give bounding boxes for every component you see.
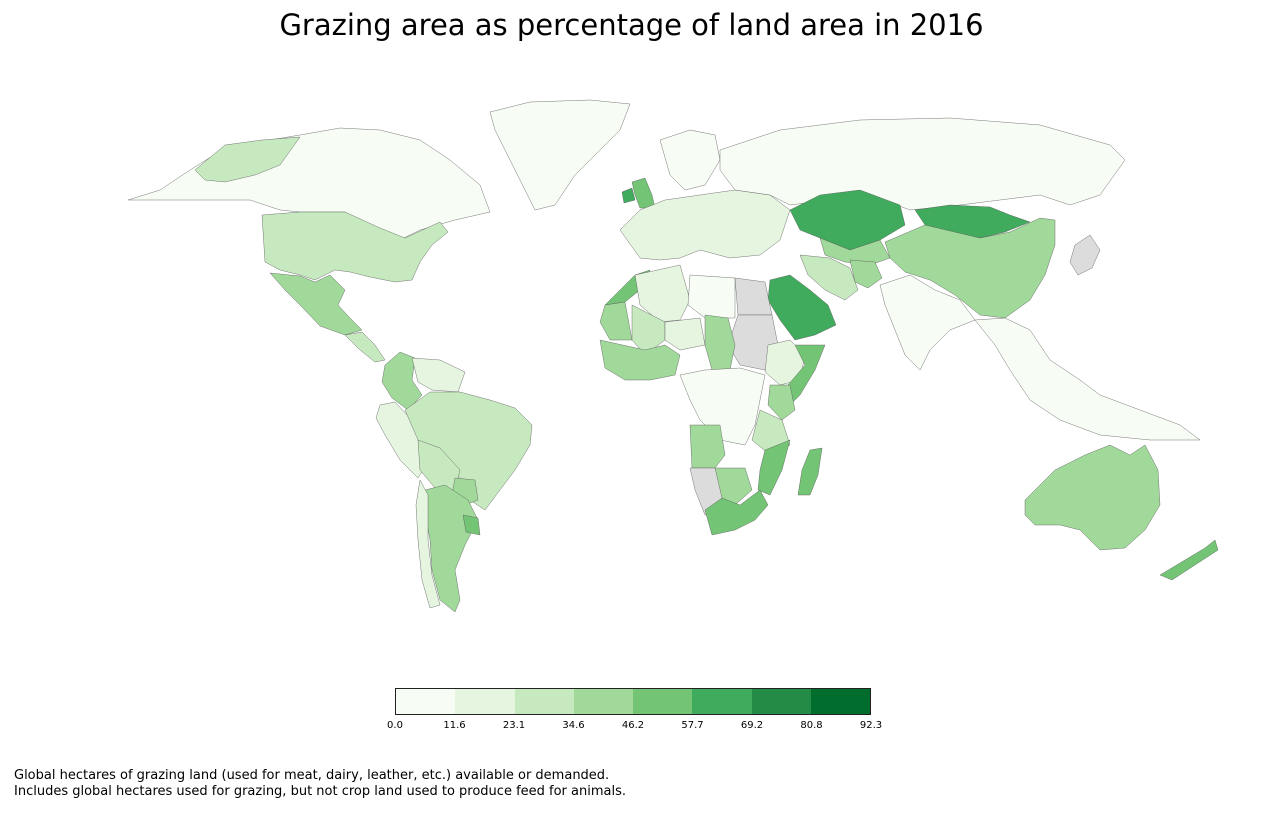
caption-line-1: Global hectares of grazing land (used fo… <box>14 768 610 783</box>
region-australia <box>1024 444 1161 551</box>
region-central-asia <box>819 237 891 266</box>
legend-tick: 57.7 <box>681 720 704 731</box>
region-europe <box>619 189 791 261</box>
region-india <box>879 274 976 371</box>
legend-tick: 23.1 <box>502 720 526 731</box>
legend-swatch-1 <box>455 689 515 714</box>
region-united-kingdom <box>631 177 656 209</box>
region-uruguay <box>462 514 481 536</box>
region-mozambique <box>757 439 791 496</box>
region-west-africa <box>599 339 681 381</box>
region-kenya <box>767 384 796 421</box>
legend-tick: 0.0 <box>387 720 403 731</box>
region-saudi-arabia <box>767 274 837 341</box>
region-botswana <box>714 467 753 506</box>
legend-swatch-5 <box>692 689 752 714</box>
legend-tick: 46.2 <box>621 720 645 731</box>
legend-tick: 92.3 <box>859 720 883 731</box>
legend-tick: 69.2 <box>740 720 764 731</box>
region-china <box>884 217 1056 319</box>
region-angola <box>689 424 726 469</box>
region-united-states <box>261 211 449 283</box>
world-map <box>127 99 1219 613</box>
region-mauritania <box>599 301 633 341</box>
region-kazakhstan <box>789 189 906 251</box>
region-mexico <box>269 272 363 336</box>
region-egypt <box>734 277 773 316</box>
legend-tick: 34.6 <box>562 720 585 731</box>
region-russia <box>719 117 1126 211</box>
legend-swatch-3 <box>573 689 633 714</box>
region-iran <box>799 254 859 301</box>
map-title: Grazing area as percentage of land area … <box>279 8 984 42</box>
region-south-africa <box>704 489 769 536</box>
color-legend <box>395 688 871 715</box>
region-ireland <box>621 187 636 204</box>
region-libya <box>687 274 736 319</box>
legend-swatch-2 <box>514 689 574 714</box>
region-japan <box>1069 234 1101 276</box>
region-afghanistan <box>849 259 883 289</box>
legend-tick: 11.6 <box>443 720 466 731</box>
region-chile <box>415 479 441 609</box>
caption-line-2: Includes global hectares used for grazin… <box>14 784 627 799</box>
region-central-america <box>344 331 386 363</box>
region-algeria <box>634 264 691 323</box>
legend-swatch-7 <box>810 689 870 714</box>
region-venezuela <box>411 357 466 393</box>
region-scandinavia <box>659 129 721 191</box>
region-chad <box>704 314 736 371</box>
region-alaska <box>194 136 301 183</box>
region-madagascar <box>797 447 823 496</box>
region-niger <box>664 317 706 351</box>
region-greenland <box>489 99 631 211</box>
region-colombia <box>381 351 423 411</box>
region-new-zealand <box>1159 539 1219 581</box>
region-central-africa <box>679 367 766 446</box>
region-somalia <box>787 344 826 406</box>
legend-tick: 80.8 <box>800 720 823 731</box>
legend-swatch-6 <box>751 689 811 714</box>
region-southeast-asia <box>974 317 1201 441</box>
legend-swatch-0 <box>396 689 456 714</box>
legend-swatch-4 <box>633 689 693 714</box>
caption: Global hectares of grazing land (used fo… <box>14 768 626 800</box>
